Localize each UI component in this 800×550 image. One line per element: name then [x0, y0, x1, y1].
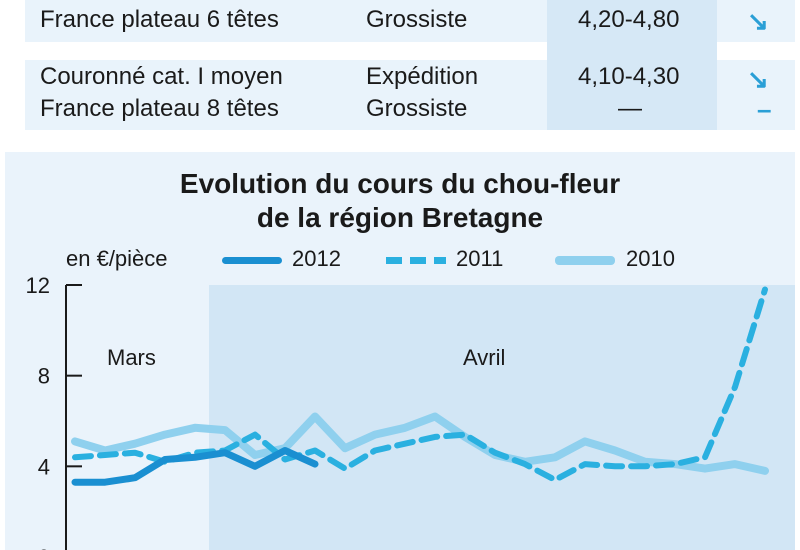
- table-price: —: [618, 95, 642, 122]
- y-tick-label: 4: [38, 454, 50, 479]
- trend-stable-icon: –: [757, 94, 772, 124]
- table-product: France plateau 8 têtes: [40, 95, 279, 122]
- period-label-mars: Mars: [107, 345, 156, 370]
- table-stage: Grossiste: [366, 95, 468, 122]
- legend-swatch-2012: [222, 257, 282, 264]
- chart-title-line1: Evolution du cours du chou-fleur: [179, 168, 621, 199]
- legend-label-2012: 2012: [292, 246, 341, 271]
- plot-area-avril: [209, 285, 795, 550]
- chart-title-line2: de la région Bretagne: [256, 202, 544, 233]
- legend-swatch-2011: [386, 257, 446, 264]
- table-price: 4,10-4,30: [578, 63, 680, 90]
- legend-label-2010: 2010: [626, 246, 675, 271]
- table-product: France plateau 6 têtes: [40, 6, 279, 33]
- trend-down-icon: ↘: [747, 64, 769, 94]
- table-stage: Grossiste: [366, 6, 468, 33]
- y-tick-label: 0: [38, 545, 50, 550]
- y-unit-label: en €/pièce: [66, 246, 168, 271]
- legend-swatch-2010: [555, 256, 615, 265]
- period-label-avril: Avril: [463, 345, 505, 370]
- table-product: Couronné cat. I moyen: [40, 63, 283, 90]
- series-line-2010: [71, 412, 769, 475]
- trend-down-icon: ↘: [747, 6, 769, 36]
- table-stage: Expédition: [366, 63, 479, 90]
- legend-label-2011: 2011: [456, 246, 504, 271]
- series-line-2012: [71, 447, 319, 486]
- price-column-bg: [547, 0, 717, 130]
- y-tick-label: 12: [26, 273, 50, 298]
- y-tick-label: 8: [38, 364, 50, 389]
- table-price: 4,20-4,80: [578, 6, 680, 33]
